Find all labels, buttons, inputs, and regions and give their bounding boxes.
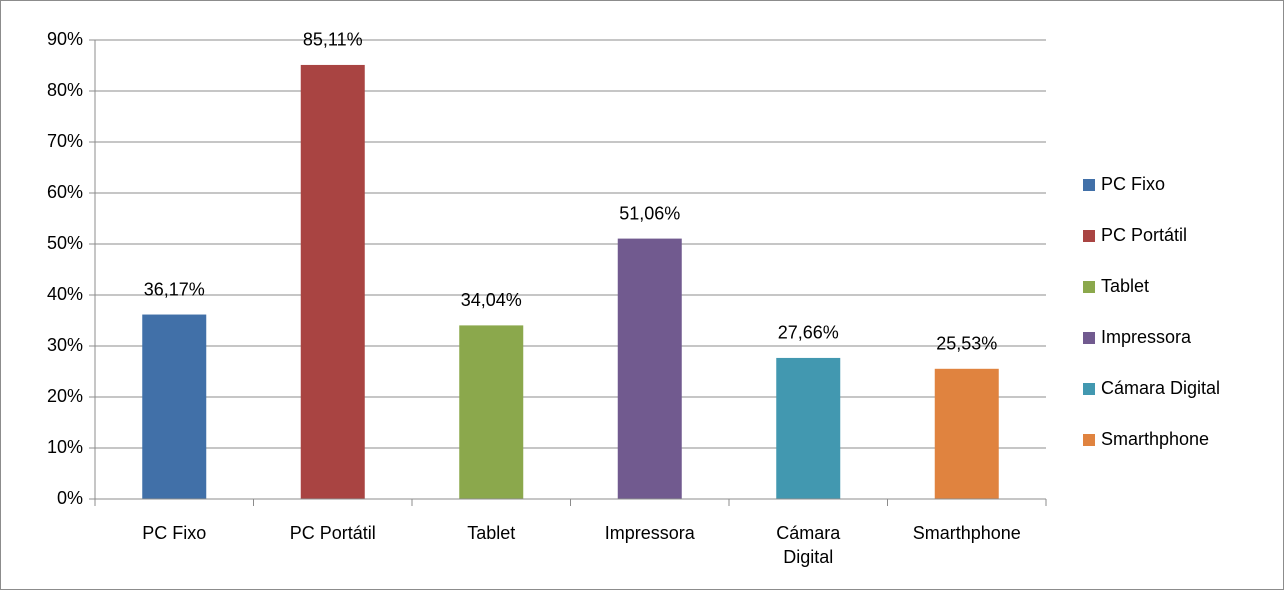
bar: [300, 64, 365, 500]
y-tick-label: 70%: [47, 131, 83, 151]
y-tick-label: 0%: [57, 488, 83, 508]
data-label: 51,06%: [619, 203, 680, 223]
legend-swatch: [1083, 434, 1095, 446]
y-tick-label: 40%: [47, 284, 83, 304]
y-tick-label: 50%: [47, 233, 83, 253]
data-label: 27,66%: [778, 323, 839, 343]
legend-swatch: [1083, 383, 1095, 395]
legend-label: Cámara Digital: [1101, 378, 1220, 398]
data-label: 85,11%: [303, 30, 363, 50]
x-tick-label: Cámara Digital: [776, 523, 841, 567]
y-tick-label: 60%: [47, 182, 83, 202]
legend-swatch: [1083, 281, 1095, 293]
y-tick-label: 80%: [47, 80, 83, 100]
legend-swatch: [1083, 179, 1095, 191]
data-label: 36,17%: [144, 279, 205, 299]
x-tick-label: Tablet: [467, 523, 516, 543]
y-tick-label: 90%: [47, 29, 83, 49]
bar: [459, 325, 524, 499]
x-tick-label: PC Portátil: [289, 523, 376, 543]
legend-label: Tablet: [1101, 276, 1149, 296]
y-tick-label: 30%: [47, 335, 83, 355]
bar: [142, 314, 207, 499]
data-label: 34,04%: [461, 290, 522, 310]
y-tick-label: 20%: [47, 386, 83, 406]
x-tick-label: Smarthphone: [912, 523, 1021, 543]
legend-label: PC Portátil: [1101, 225, 1187, 245]
legend-swatch: [1083, 230, 1095, 242]
bar: [776, 357, 841, 499]
legend-label: Impressora: [1101, 327, 1192, 347]
y-tick-label: 10%: [47, 437, 83, 457]
data-label: 25,53%: [936, 334, 997, 354]
legend-swatch: [1083, 332, 1095, 344]
x-tick-label: PC Fixo: [142, 523, 207, 543]
x-tick-label: Impressora: [604, 523, 695, 543]
bar: [617, 238, 682, 499]
legend-label: Smarthphone: [1101, 429, 1209, 449]
bar: [934, 368, 999, 499]
legend-label: PC Fixo: [1101, 174, 1165, 194]
